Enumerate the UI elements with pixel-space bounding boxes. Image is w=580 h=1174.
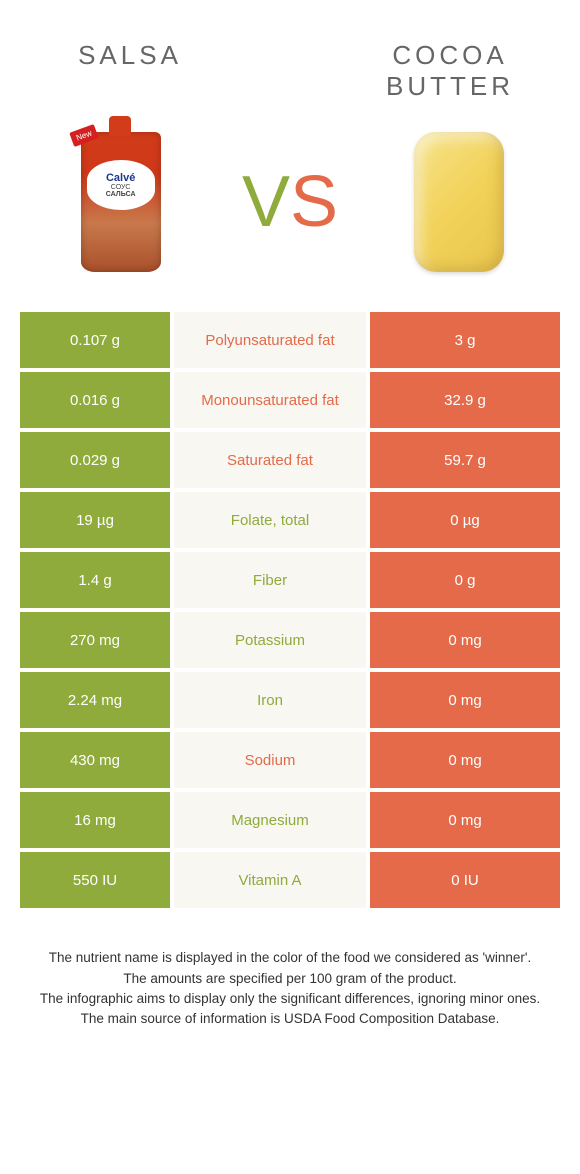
cocoa-butter-value: 0 mg	[370, 792, 560, 848]
table-row: 550 IUVitamin A0 IU	[20, 852, 560, 908]
nutrient-table: 0.107 gPolyunsaturated fat3 g0.016 gMono…	[20, 312, 560, 908]
footer-line: The nutrient name is displayed in the co…	[30, 948, 550, 968]
table-row: 2.24 mgIron0 mg	[20, 672, 560, 728]
salsa-value: 1.4 g	[20, 552, 170, 608]
salsa-value: 430 mg	[20, 732, 170, 788]
cocoa-butter-value: 0 µg	[370, 492, 560, 548]
nutrient-label: Potassium	[174, 612, 366, 668]
nutrient-label: Fiber	[174, 552, 366, 608]
table-row: 0.016 gMonounsaturated fat32.9 g	[20, 372, 560, 428]
cocoa-butter-value: 59.7 g	[370, 432, 560, 488]
cocoa-butter-value: 0 mg	[370, 612, 560, 668]
salsa-value: 19 µg	[20, 492, 170, 548]
title-cocoa-butter: COCOA BUTTER	[350, 40, 550, 102]
table-row: 0.107 gPolyunsaturated fat3 g	[20, 312, 560, 368]
nutrient-label: Sodium	[174, 732, 366, 788]
cocoa-butter-value: 32.9 g	[370, 372, 560, 428]
cocoa-butter-value: 0 IU	[370, 852, 560, 908]
footer-line: The infographic aims to display only the…	[30, 989, 550, 1009]
salsa-value: 270 mg	[20, 612, 170, 668]
footer-line: The main source of information is USDA F…	[30, 1009, 550, 1029]
cocoa-butter-value: 0 mg	[370, 732, 560, 788]
salsa-value: 0.107 g	[20, 312, 170, 368]
table-row: 19 µgFolate, total0 µg	[20, 492, 560, 548]
footer-line: The amounts are specified per 100 gram o…	[30, 969, 550, 989]
table-row: 0.029 gSaturated fat59.7 g	[20, 432, 560, 488]
nutrient-label: Iron	[174, 672, 366, 728]
nutrient-label: Magnesium	[174, 792, 366, 848]
cocoa-butter-value: 0 mg	[370, 672, 560, 728]
new-badge: New	[69, 124, 99, 147]
salsa-value: 0.016 g	[20, 372, 170, 428]
salsa-value: 2.24 mg	[20, 672, 170, 728]
images-row: New Calvé СОУС САЛЬСА VS	[0, 112, 580, 312]
table-row: 16 mgMagnesium0 mg	[20, 792, 560, 848]
nutrient-label: Saturated fat	[174, 432, 366, 488]
nutrient-label: Folate, total	[174, 492, 366, 548]
title-salsa: SALSA	[30, 40, 230, 71]
nutrient-label: Polyunsaturated fat	[174, 312, 366, 368]
table-row: 430 mgSodium0 mg	[20, 732, 560, 788]
cocoa-butter-value: 0 g	[370, 552, 560, 608]
nutrient-label: Vitamin A	[174, 852, 366, 908]
nutrient-label: Monounsaturated fat	[174, 372, 366, 428]
footer-notes: The nutrient name is displayed in the co…	[0, 948, 580, 1029]
table-row: 270 mgPotassium0 mg	[20, 612, 560, 668]
cocoa-butter-image	[379, 122, 539, 282]
table-row: 1.4 gFiber0 g	[20, 552, 560, 608]
header: SALSA COCOA BUTTER	[0, 0, 580, 112]
salsa-value: 550 IU	[20, 852, 170, 908]
salsa-image: New Calvé СОУС САЛЬСА	[41, 122, 201, 282]
salsa-value: 16 mg	[20, 792, 170, 848]
vs-label: VS	[242, 161, 338, 243]
salsa-value: 0.029 g	[20, 432, 170, 488]
cocoa-butter-value: 3 g	[370, 312, 560, 368]
